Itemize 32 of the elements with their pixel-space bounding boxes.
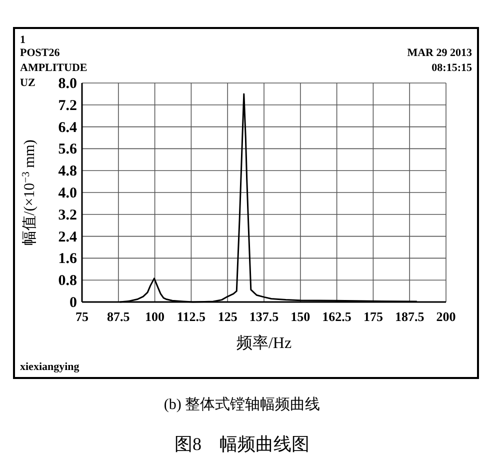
text: AMPLITUDE xyxy=(20,62,88,74)
x-tick-label: 87.5 xyxy=(107,309,130,324)
x-tick-label: 187.5 xyxy=(394,309,425,324)
text: MAR 29 2013 xyxy=(407,47,472,59)
y-tick-label: 7.2 xyxy=(58,98,77,114)
y-tick-label: 0.8 xyxy=(58,273,77,290)
y-tick-label: 6.4 xyxy=(58,120,78,136)
text: POST26 xyxy=(20,47,60,59)
x-tick-label: 137.5 xyxy=(249,309,280,324)
y-tick-label: 8.0 xyxy=(58,76,77,92)
y-tick-label: 5.6 xyxy=(58,142,78,158)
text: 图8 幅频曲线图 xyxy=(174,434,310,454)
text: UZ xyxy=(20,77,36,89)
x-tick-label: 75 xyxy=(76,309,89,324)
y-tick-label: 3.2 xyxy=(58,207,77,224)
x-axis-title: 频率/Hz xyxy=(236,334,292,352)
x-tick-label: 150 xyxy=(290,309,310,324)
text: 1 xyxy=(20,34,26,46)
y-tick-label: 2.4 xyxy=(58,229,78,246)
text: 08:15:15 xyxy=(432,62,472,74)
x-tick-label: 200 xyxy=(436,309,456,324)
x-tick-label: 125 xyxy=(218,309,238,324)
y-tick-label: 4.8 xyxy=(58,164,77,180)
y-tick-label: 4.0 xyxy=(58,186,77,202)
x-tick-label: 175 xyxy=(363,309,384,324)
y-tick-label: 0 xyxy=(70,295,77,311)
text: xiexiangying xyxy=(20,361,80,373)
x-tick-label: 112.5 xyxy=(176,309,206,324)
text: (b) 整体式镗轴幅频曲线 xyxy=(164,396,320,413)
y-tick-label: 1.6 xyxy=(58,251,78,268)
x-tick-label: 162.5 xyxy=(322,309,352,324)
x-tick-label: 100 xyxy=(145,309,165,324)
